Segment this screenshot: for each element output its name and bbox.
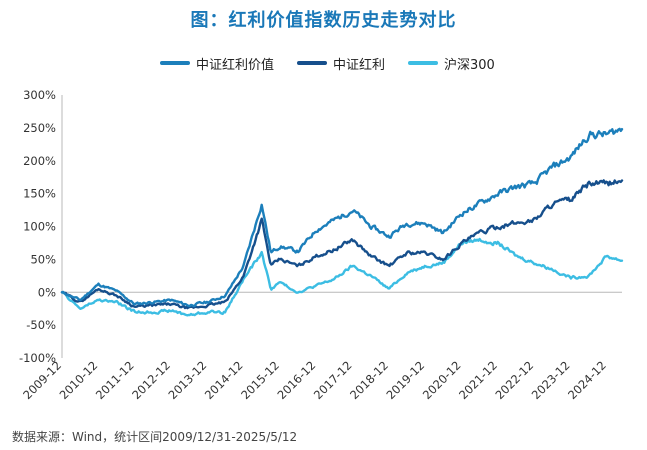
legend-label-csi300: 沪深300 <box>444 57 495 73</box>
x-tick-label: 2023-12 <box>529 358 573 402</box>
series-line-2 <box>60 237 624 317</box>
x-tick-label: 2010-12 <box>57 358 101 402</box>
chart-title: 图：红利价值指数历史走势对比 <box>190 10 457 31</box>
x-tick-label: 2012-12 <box>129 358 173 402</box>
x-tick-label: 2024-12 <box>565 358 609 402</box>
x-tick-label: 2022-12 <box>492 358 536 402</box>
x-tick-label: 2017-12 <box>311 358 355 402</box>
y-tick-label: 0% <box>38 285 56 299</box>
x-tick-label: 2021-12 <box>456 358 500 402</box>
x-tick-label: 2018-12 <box>347 358 391 402</box>
y-tick-label: 200% <box>23 154 56 168</box>
y-tick-label: -50% <box>26 318 56 332</box>
x-tick-label: 2015-12 <box>238 358 282 402</box>
chart-legend: 中证红利价值 中证红利 沪深300 <box>0 54 647 73</box>
x-tick-label: 2014-12 <box>202 358 246 402</box>
x-tick-label: 2020-12 <box>420 358 464 402</box>
legend-swatch-dividend-value <box>160 61 190 65</box>
series-line-0 <box>60 127 624 308</box>
legend-item-dividend: 中证红利 <box>297 54 386 73</box>
y-tick-label: -100% <box>19 351 56 365</box>
y-tick-label: 250% <box>23 121 56 135</box>
y-tick-label: 150% <box>23 187 56 201</box>
legend-swatch-dividend <box>297 61 327 65</box>
x-tick-label: 2016-12 <box>275 358 319 402</box>
source-note: 数据来源：Wind，统计区间2009/12/31-2025/5/12 <box>12 430 298 444</box>
legend-swatch-csi300 <box>408 61 438 65</box>
legend-item-dividend-value: 中证红利价值 <box>160 54 275 73</box>
x-tick-label: 2019-12 <box>383 358 427 402</box>
x-tick-label: 2013-12 <box>166 358 210 402</box>
y-tick-label: 100% <box>23 220 56 234</box>
legend-label-dividend: 中证红利 <box>333 57 386 73</box>
y-tick-label: 50% <box>30 252 56 266</box>
legend-item-csi300: 沪深300 <box>408 54 495 73</box>
legend-label-dividend-value: 中证红利价值 <box>196 57 275 73</box>
series-line-1 <box>60 179 624 310</box>
x-tick-label: 2011-12 <box>93 358 137 402</box>
y-tick-label: 300% <box>23 88 56 102</box>
